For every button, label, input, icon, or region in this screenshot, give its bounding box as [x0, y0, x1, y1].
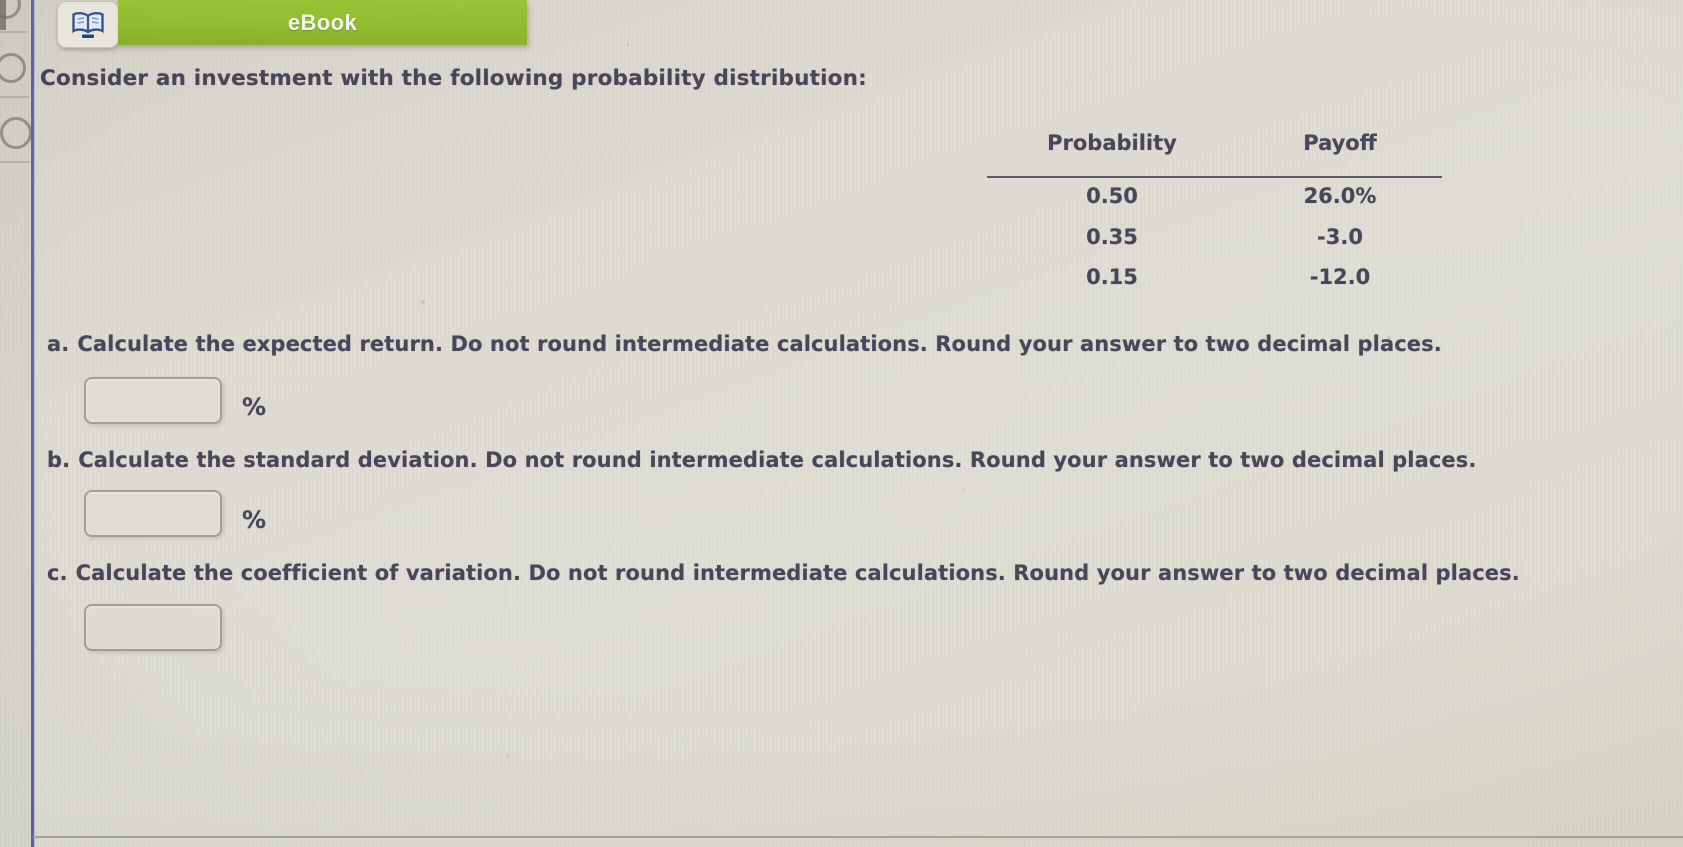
- part-c-text: Calculate the coefficient of variation. …: [75, 561, 1520, 585]
- table-cell-probability-1: 0.50: [1086, 184, 1138, 208]
- ebook-icon-button[interactable]: [57, 1, 119, 48]
- answer-row-a: %: [84, 377, 266, 424]
- table-header-rule: [987, 176, 1442, 178]
- table-header-probability: Probability: [1047, 131, 1177, 155]
- photo-edge-artifact: [0, 0, 6, 30]
- panel-divider-line: [31, 0, 34, 847]
- radio-circle: [0, 53, 26, 83]
- percent-suffix-a: %: [242, 392, 267, 421]
- radio-circle: [0, 0, 21, 19]
- rail-divider: [0, 31, 27, 33]
- answer-input-b[interactable]: [84, 490, 222, 537]
- part-c-label: c.: [47, 561, 68, 585]
- rail-divider: [0, 161, 30, 163]
- part-a-text: Calculate the expected return. Do not ro…: [77, 332, 1442, 356]
- rail-divider: [0, 96, 29, 98]
- question-part-b: b. Calculate the standard deviation. Do n…: [47, 448, 1476, 472]
- table-cell-probability-2: 0.35: [1086, 225, 1138, 249]
- answer-input-a[interactable]: [84, 377, 222, 424]
- answer-row-c: [84, 604, 242, 651]
- ebook-button-label: eBook: [287, 9, 358, 35]
- question-intro: Consider an investment with the followin…: [40, 66, 867, 91]
- table-cell-payoff-3: -12.0: [1309, 265, 1371, 289]
- part-b-text: Calculate the standard deviation. Do not…: [78, 448, 1477, 472]
- answer-input-c[interactable]: [84, 604, 222, 651]
- question-part-c: c. Calculate the coefficient of variation…: [47, 561, 1520, 585]
- table-header-payoff: Payoff: [1303, 131, 1377, 155]
- answer-row-b: %: [84, 490, 266, 537]
- table-cell-probability-3: 0.15: [1086, 265, 1138, 289]
- ebook-button[interactable]: eBook: [118, 0, 527, 45]
- open-book-icon: [69, 10, 107, 40]
- left-rail: [0, 0, 32, 847]
- part-b-label: b.: [47, 448, 71, 472]
- table-cell-payoff-2: -3.0: [1317, 225, 1363, 249]
- percent-suffix-b: %: [242, 505, 267, 534]
- part-a-label: a.: [47, 332, 70, 356]
- table-cell-payoff-1: 26.0%: [1303, 184, 1377, 208]
- radio-circle: [0, 117, 32, 149]
- question-part-a: a. Calculate the expected return. Do not …: [47, 332, 1442, 356]
- bottom-rule: [33, 836, 1683, 838]
